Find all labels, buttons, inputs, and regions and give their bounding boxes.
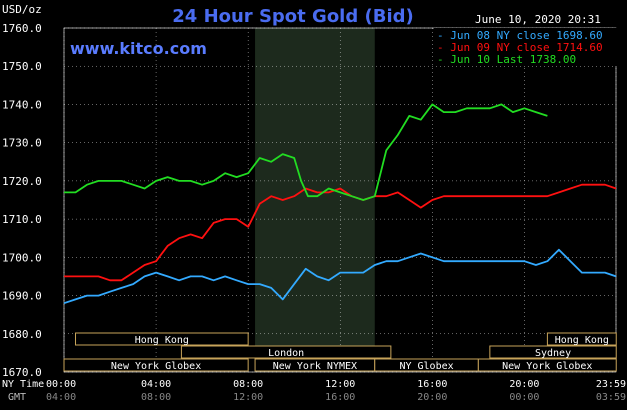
x-tick-ny: 04:00 [141, 379, 171, 390]
market-label: London [268, 348, 304, 359]
x-tick-gmt: 20:00 [417, 392, 447, 403]
legend-entry-jun09: - Jun 09 NY close 1714.60 [437, 41, 603, 54]
website-label[interactable]: www.kitco.com [70, 39, 207, 58]
y-tick-label: 1740.0 [2, 98, 42, 111]
x-tick-ny: 00:00 [46, 379, 76, 390]
y-tick-label: 1700.0 [2, 251, 42, 264]
x-tick-gmt: 04:00 [46, 392, 76, 403]
x-tick-gmt: 08:00 [141, 392, 171, 403]
x-tick-gmt: 16:00 [325, 392, 355, 403]
market-label: Hong Kong [555, 335, 609, 346]
series-line-2 [64, 103, 548, 201]
x-tick-gmt: 03:59 [596, 392, 626, 403]
market-label: New York Globex [502, 361, 592, 372]
ny-time-label: NY Time [2, 379, 44, 390]
x-tick-gmt: 00:00 [509, 392, 539, 403]
market-label: Hong Kong [135, 335, 189, 346]
market-box [180, 345, 392, 359]
chart-datetime: June 10, 2020 20:31 [475, 13, 601, 26]
session-shade [255, 28, 375, 372]
x-tick-ny: 16:00 [417, 379, 447, 390]
units-label: USD/oz [2, 3, 42, 16]
plot-frame [63, 27, 617, 373]
market-box [63, 358, 249, 372]
market-box [489, 345, 617, 359]
gmt-label: GMT [8, 392, 26, 403]
legend-entry-jun10: - Jun 10 Last 1738.00 [437, 53, 576, 66]
y-tick-label: 1720.0 [2, 175, 42, 188]
y-tick-label: 1750.0 [2, 60, 42, 73]
market-label: New York Globex [111, 361, 201, 372]
x-tick-ny: 23:59 [596, 379, 626, 390]
y-tick-label: 1730.0 [2, 137, 42, 150]
market-box [75, 332, 249, 346]
market-box [546, 332, 617, 346]
y-tick-label: 1680.0 [2, 328, 42, 341]
y-tick-label: 1670.0 [2, 366, 42, 379]
y-tick-label: 1710.0 [2, 213, 42, 226]
series-line-1 [64, 183, 617, 282]
x-tick-ny: 12:00 [325, 379, 355, 390]
market-label: New York NYMEX [273, 361, 357, 372]
x-tick-ny: 08:00 [233, 379, 263, 390]
market-label: Sydney [535, 348, 571, 359]
market-label: NY Globex [399, 361, 453, 372]
chart-title: 24 Hour Spot Gold (Bid) [172, 6, 413, 27]
series-line-0 [63, 248, 617, 305]
y-tick-label: 1760.0 [2, 22, 42, 35]
x-tick-ny: 20:00 [509, 379, 539, 390]
y-tick-label: 1690.0 [2, 290, 42, 303]
market-box [477, 358, 617, 372]
legend-box [434, 28, 620, 66]
x-tick-gmt: 12:00 [233, 392, 263, 403]
legend-entry-jun08: - Jun 08 NY close 1698.60 [437, 29, 603, 42]
